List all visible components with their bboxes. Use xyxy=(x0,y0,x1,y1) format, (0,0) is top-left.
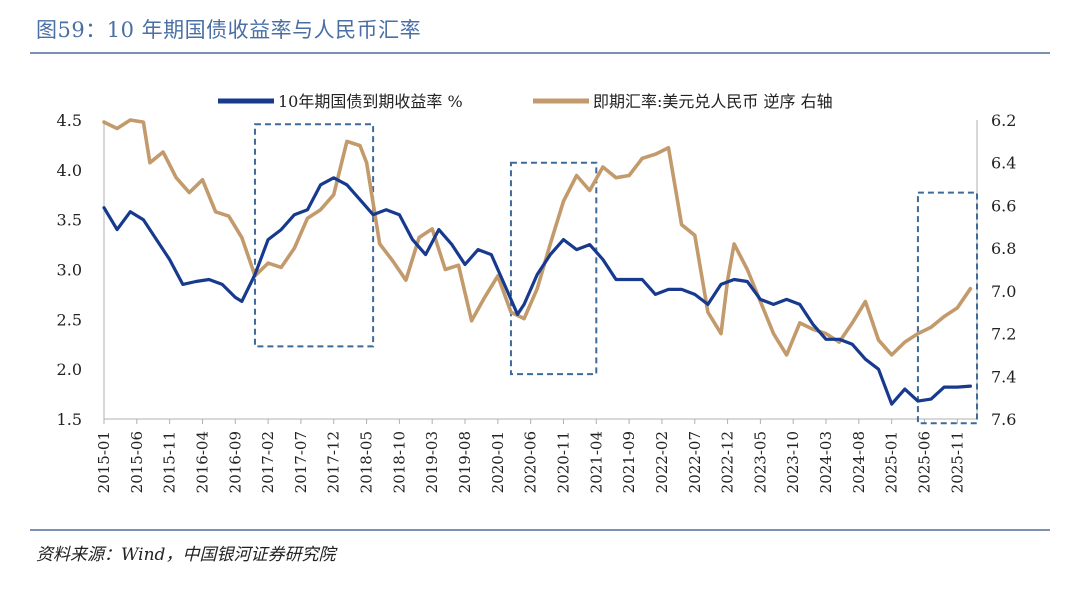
y-left-tick-label: 2.0 xyxy=(57,360,82,379)
series-lines xyxy=(102,118,973,406)
legend-yield-label: 10年期国债到期收益率 % xyxy=(278,92,463,111)
y-left-tick-label: 4.0 xyxy=(57,161,82,180)
y-left-tick-label: 3.5 xyxy=(57,211,82,230)
x-tick-label: 2022-07 xyxy=(686,431,704,493)
x-tick-label: 2021-09 xyxy=(620,431,638,493)
highlight-box-2 xyxy=(509,161,598,376)
x-tick-label: 2023-10 xyxy=(784,431,802,493)
x-tick-label: 2015-01 xyxy=(95,431,113,493)
axes: 4.5 4.0 3.5 3.0 2.5 2.0 1.5 6.2 6.4 6.6 6.8 7.0 7.2 7… xyxy=(57,111,1017,493)
source-note: 资料来源：Wind，中国银河证券研究院 xyxy=(36,545,336,565)
highlight-boxes xyxy=(253,123,978,425)
x-tick-label: 2016-04 xyxy=(193,431,211,493)
x-tick-label: 2024-08 xyxy=(850,431,868,493)
x-tick-label: 2024-03 xyxy=(817,431,835,493)
x-tick-label: 2025-06 xyxy=(915,431,933,493)
yield-series-line xyxy=(102,176,973,406)
x-tick-label: 2025-01 xyxy=(883,431,901,493)
y-right-tick-label: 6.2 xyxy=(991,111,1016,130)
y-right-tick-label: 7.2 xyxy=(991,325,1016,344)
y-left-tick-label: 3.0 xyxy=(57,261,82,280)
y-right-tick-label: 7.4 xyxy=(991,367,1016,386)
y-left-tick-label: 2.5 xyxy=(57,310,82,329)
x-tick-label: 2018-10 xyxy=(390,431,408,493)
x-tick-label: 2022-02 xyxy=(653,431,671,493)
x-tick-label: 2017-07 xyxy=(292,431,310,493)
fx-series-line xyxy=(102,118,973,357)
x-tick-label: 2023-05 xyxy=(751,431,769,493)
y-right-tick-label: 7.0 xyxy=(991,282,1016,301)
y-right-tick-label: 7.6 xyxy=(991,410,1016,429)
x-tick-label: 2017-12 xyxy=(325,431,343,493)
x-tick-label: 2018-05 xyxy=(358,431,376,493)
source-divider xyxy=(30,529,1050,531)
y-right-tick-label: 6.8 xyxy=(991,239,1016,258)
x-tick-label: 2017-02 xyxy=(259,431,277,493)
x-tick-label: 2022-12 xyxy=(719,431,737,493)
x-tick-label: 2015-11 xyxy=(161,431,179,493)
highlight-box-3 xyxy=(916,191,978,425)
x-tick-label: 2015-06 xyxy=(128,431,146,493)
x-tick-label: 2020-06 xyxy=(522,431,540,493)
legend: 10年期国债到期收益率 % 即期汇率:美元兑人民币 逆序 右轴 xyxy=(218,92,833,111)
x-tick-label: 2019-08 xyxy=(456,431,474,493)
y-right-tick-label: 6.4 xyxy=(991,154,1016,173)
x-tick-label: 2025-11 xyxy=(948,431,966,493)
legend-fx-label: 即期汇率:美元兑人民币 逆序 右轴 xyxy=(593,92,833,111)
x-tick-label: 2016-09 xyxy=(226,431,244,493)
x-tick-label: 2020-11 xyxy=(554,431,572,493)
x-tick-label: 2019-03 xyxy=(423,431,441,493)
y-right-tick-label: 6.6 xyxy=(991,196,1016,215)
chart-title: 图59：10 年期国债收益率与人民币汇率 xyxy=(36,18,422,42)
y-left-tick-label: 1.5 xyxy=(57,410,82,429)
x-tick-label: 2021-04 xyxy=(587,431,605,493)
y-left-tick-label: 4.5 xyxy=(57,111,82,130)
x-tick-label: 2020-01 xyxy=(489,431,507,493)
title-divider xyxy=(30,52,1050,54)
